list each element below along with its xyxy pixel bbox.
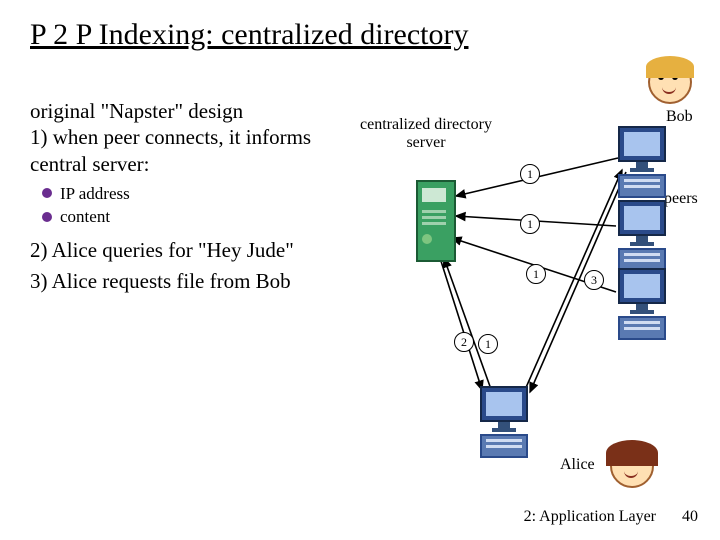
bullet-disc-icon [42, 212, 52, 222]
bullet-disc-icon [42, 188, 52, 198]
edge-label-1: 1 [526, 264, 546, 284]
peers-label: peers [664, 190, 698, 208]
server-label: centralized directory server [356, 116, 496, 152]
peer-pc-icon [618, 200, 666, 272]
page-number: 40 [682, 508, 698, 526]
line-napster: original "Napster" design [30, 98, 360, 124]
edge-label-3: 3 [584, 270, 604, 290]
slide-title: P 2 P Indexing: centralized directory [30, 18, 468, 52]
edge-label-1: 1 [478, 334, 498, 354]
peer-pc-icon [618, 268, 666, 340]
edge-label-2: 2 [454, 332, 474, 352]
edge-label-1: 1 [520, 214, 540, 234]
alice-label: Alice [560, 456, 595, 474]
alice-face-icon [610, 444, 654, 488]
step-1: 1) when peer connects, it informs centra… [30, 124, 360, 177]
diagram: centralized directory server Bob peers A… [360, 86, 710, 496]
bullet-ip: IP address [42, 183, 360, 204]
bullet-ip-text: IP address [60, 183, 130, 204]
bob-face-icon [648, 60, 692, 104]
server-icon [416, 180, 456, 262]
bullet-content: content [42, 206, 360, 227]
alice-pc-icon [480, 386, 528, 458]
bullet-content-text: content [60, 206, 110, 227]
step-2: 2) Alice queries for "Hey Jude" [30, 237, 360, 263]
text-column: original "Napster" design 1) when peer c… [30, 98, 360, 294]
peer-pc-icon [618, 126, 666, 198]
step-3: 3) Alice requests file from Bob [30, 268, 360, 294]
slide: P 2 P Indexing: centralized directory or… [0, 0, 720, 540]
edge-label-1: 1 [520, 164, 540, 184]
footer-text: 2: Application Layer [524, 508, 656, 526]
bob-label: Bob [666, 108, 693, 126]
